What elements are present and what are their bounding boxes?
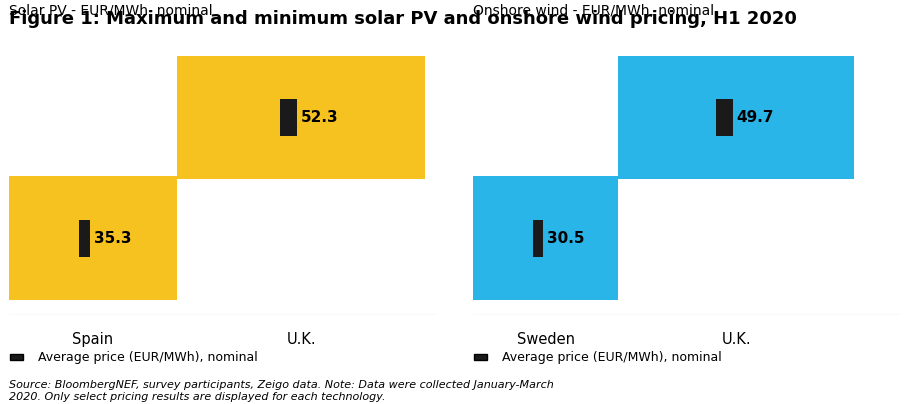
Text: U.K.: U.K. bbox=[287, 332, 316, 347]
FancyBboxPatch shape bbox=[10, 354, 23, 360]
Text: Sweden: Sweden bbox=[517, 332, 575, 347]
Text: Solar PV - EUR/MWh, nominal: Solar PV - EUR/MWh, nominal bbox=[9, 4, 213, 19]
FancyBboxPatch shape bbox=[473, 177, 618, 300]
FancyBboxPatch shape bbox=[716, 99, 733, 136]
FancyBboxPatch shape bbox=[533, 220, 543, 257]
FancyBboxPatch shape bbox=[79, 220, 90, 257]
Text: 30.5: 30.5 bbox=[547, 231, 585, 246]
Text: Onshore wind - EUR/MWh, nominal: Onshore wind - EUR/MWh, nominal bbox=[473, 4, 714, 19]
Text: Source: BloombergNEF, survey participants, Zeigo data. Note: Data were collected: Source: BloombergNEF, survey participant… bbox=[9, 381, 554, 402]
FancyBboxPatch shape bbox=[9, 177, 177, 300]
Text: Average price (EUR/MWh), nominal: Average price (EUR/MWh), nominal bbox=[38, 351, 258, 364]
Text: Spain: Spain bbox=[73, 332, 114, 347]
FancyBboxPatch shape bbox=[177, 55, 425, 179]
Text: 49.7: 49.7 bbox=[736, 110, 774, 125]
FancyBboxPatch shape bbox=[474, 354, 487, 360]
Text: 35.3: 35.3 bbox=[95, 231, 132, 246]
Text: Figure 1: Maximum and minimum solar PV and onshore wind pricing, H1 2020: Figure 1: Maximum and minimum solar PV a… bbox=[9, 10, 797, 28]
Text: 52.3: 52.3 bbox=[301, 110, 339, 125]
FancyBboxPatch shape bbox=[618, 55, 854, 179]
Text: U.K.: U.K. bbox=[722, 332, 751, 347]
FancyBboxPatch shape bbox=[280, 99, 298, 136]
Text: Average price (EUR/MWh), nominal: Average price (EUR/MWh), nominal bbox=[502, 351, 722, 364]
